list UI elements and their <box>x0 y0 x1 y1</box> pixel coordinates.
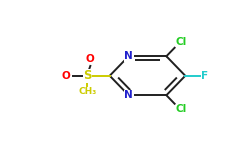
Text: N: N <box>124 90 133 100</box>
Text: S: S <box>83 69 92 82</box>
Text: CH₃: CH₃ <box>78 87 96 96</box>
Text: F: F <box>201 71 208 81</box>
Text: Cl: Cl <box>176 37 187 47</box>
Text: N: N <box>124 51 133 61</box>
Text: O: O <box>62 71 70 81</box>
Text: O: O <box>86 54 95 64</box>
Text: Cl: Cl <box>176 104 187 114</box>
